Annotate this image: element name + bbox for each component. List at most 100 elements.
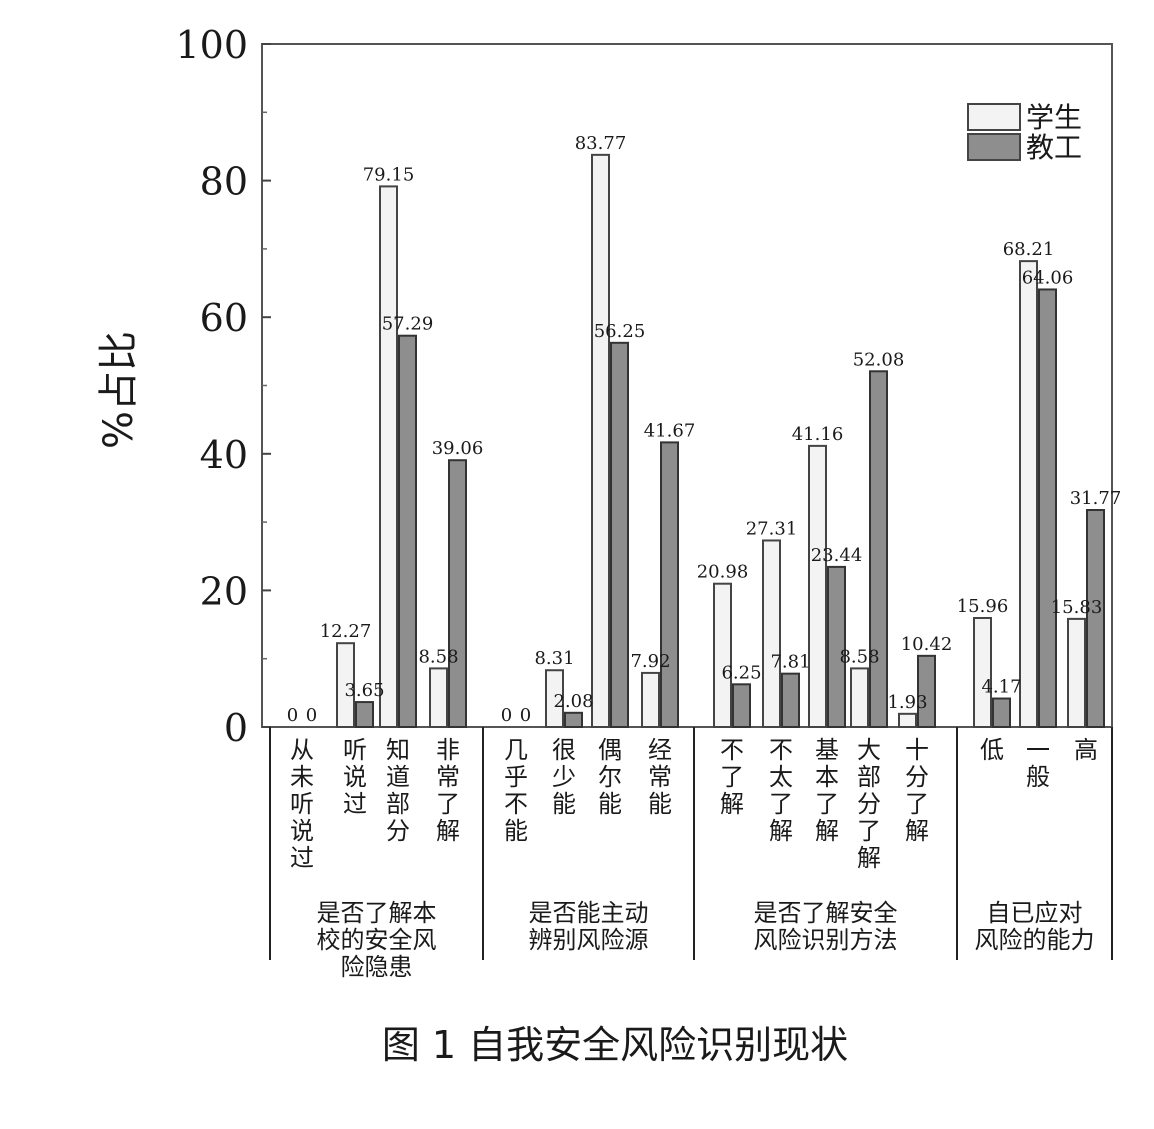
x-category-label: 一 [1026,736,1050,764]
legend-label-student: 学生 [1026,101,1082,134]
x-category-label: 部 [857,763,881,791]
data-label-staff: 6.25 [721,662,761,683]
y-tick-label: 60 [200,296,248,340]
x-category-label: 分 [386,817,410,845]
bar-student [762,539,781,729]
data-label-student: 68.21 [1003,239,1055,260]
bar-staff [917,654,936,729]
x-category-label: 不 [504,790,528,818]
x-category-label: 非 [436,736,460,764]
data-label-staff: 64.06 [1022,267,1074,288]
bar-student [1067,617,1086,728]
y-tick-label: 40 [200,433,248,477]
x-group-label: 辨别风险源 [529,926,649,954]
x-category-label: 解 [857,844,881,872]
x-group-label: 是否能主动 [529,899,649,927]
bar-staff [564,711,583,728]
data-label-student: 0 [501,705,512,726]
data-label-student: 20.98 [697,562,749,583]
data-label-staff: 52.08 [853,349,905,370]
x-category-label: 常 [648,763,672,791]
x-category-label: 大 [857,736,881,764]
data-label-staff: 57.29 [382,314,434,335]
y-tick-label: 0 [224,706,248,750]
bar-staff [355,701,374,728]
x-group-label: 自已应对 [987,899,1083,927]
bar-staff [992,697,1011,729]
x-category-label: 低 [980,736,1004,764]
bar-staff [1038,288,1057,728]
data-label-student: 8.58 [418,646,458,667]
x-category-label: 解 [436,817,460,845]
x-category-label: 说 [290,817,314,845]
x-group-label: 风险识别方法 [754,926,898,954]
data-label-staff: 31.77 [1070,488,1122,509]
data-label-staff: 7.81 [770,652,810,673]
data-label-student: 15.96 [957,596,1009,617]
bar-student [591,153,610,729]
x-category-label: 经 [648,736,672,764]
bar-staff [827,565,846,728]
data-label-student: 8.58 [839,646,879,667]
x-category-label: 部 [386,790,410,818]
bar-staff [660,441,679,728]
bar-student [1019,260,1038,728]
data-label-student: 15.83 [1051,597,1103,618]
x-category-label: 不 [769,736,793,764]
x-category-label: 了 [436,790,460,818]
data-label-staff: 3.65 [344,680,384,701]
x-group-label: 是否了解本 [317,899,437,927]
x-category-label: 听 [343,736,367,764]
data-label-student: 0 [287,705,298,726]
x-category-label: 基 [815,736,839,764]
bar-staff [869,370,888,728]
x-category-label: 能 [598,790,622,818]
y-tick-label: 100 [175,23,248,67]
x-category-label: 尔 [598,763,622,791]
bars [336,153,1105,729]
legend-label-staff: 教工 [1026,131,1082,164]
x-category-label: 了 [720,763,744,791]
x-category-label: 解 [905,817,929,845]
x-category-label: 解 [769,817,793,845]
x-category-label: 从 [290,736,314,764]
bar-student [379,185,398,728]
x-group-label: 险隐患 [341,953,413,981]
bar-student [713,582,732,728]
legend-swatch-staff [967,133,1021,161]
bar-student [641,671,660,728]
data-label-staff: 0 [306,705,317,726]
x-category-label: 解 [815,817,839,845]
x-category-label: 未 [290,763,314,791]
x-category-label: 太 [769,763,793,791]
x-category-label: 高 [1074,736,1098,764]
data-label-staff: 23.44 [811,545,863,566]
x-category-label: 分 [857,790,881,818]
x-axis: 从未听说过听说过知道部分非常了解是否了解本校的安全风险隐患几乎不能很少能偶尔能经… [269,727,1113,981]
data-label-staff: 56.25 [594,321,646,342]
x-category-label: 少 [552,763,576,791]
bar-student [336,642,355,729]
data-label-staff: 41.67 [644,420,696,441]
x-group-label: 校的安全风 [317,926,437,954]
data-label-staff: 0 [520,705,531,726]
data-label-staff: 39.06 [432,438,484,459]
x-category-label: 了 [815,790,839,818]
x-category-label: 道 [386,763,410,791]
x-category-label: 分 [905,763,929,791]
x-category-label: 了 [769,790,793,818]
y-tick-label: 80 [200,160,248,204]
x-category-label: 过 [290,844,314,872]
data-label-staff: 10.42 [901,634,953,655]
y-tick-label: 20 [200,569,248,613]
data-label-student: 1.93 [887,692,927,713]
x-category-label: 乎 [504,763,528,791]
bar-staff [398,334,417,728]
x-category-label: 偶 [598,736,622,764]
bar-staff [781,672,800,729]
bar-student [808,444,827,728]
data-label-student: 79.15 [363,164,415,185]
x-category-label: 不 [720,736,744,764]
data-label-staff: 4.17 [981,677,1021,698]
